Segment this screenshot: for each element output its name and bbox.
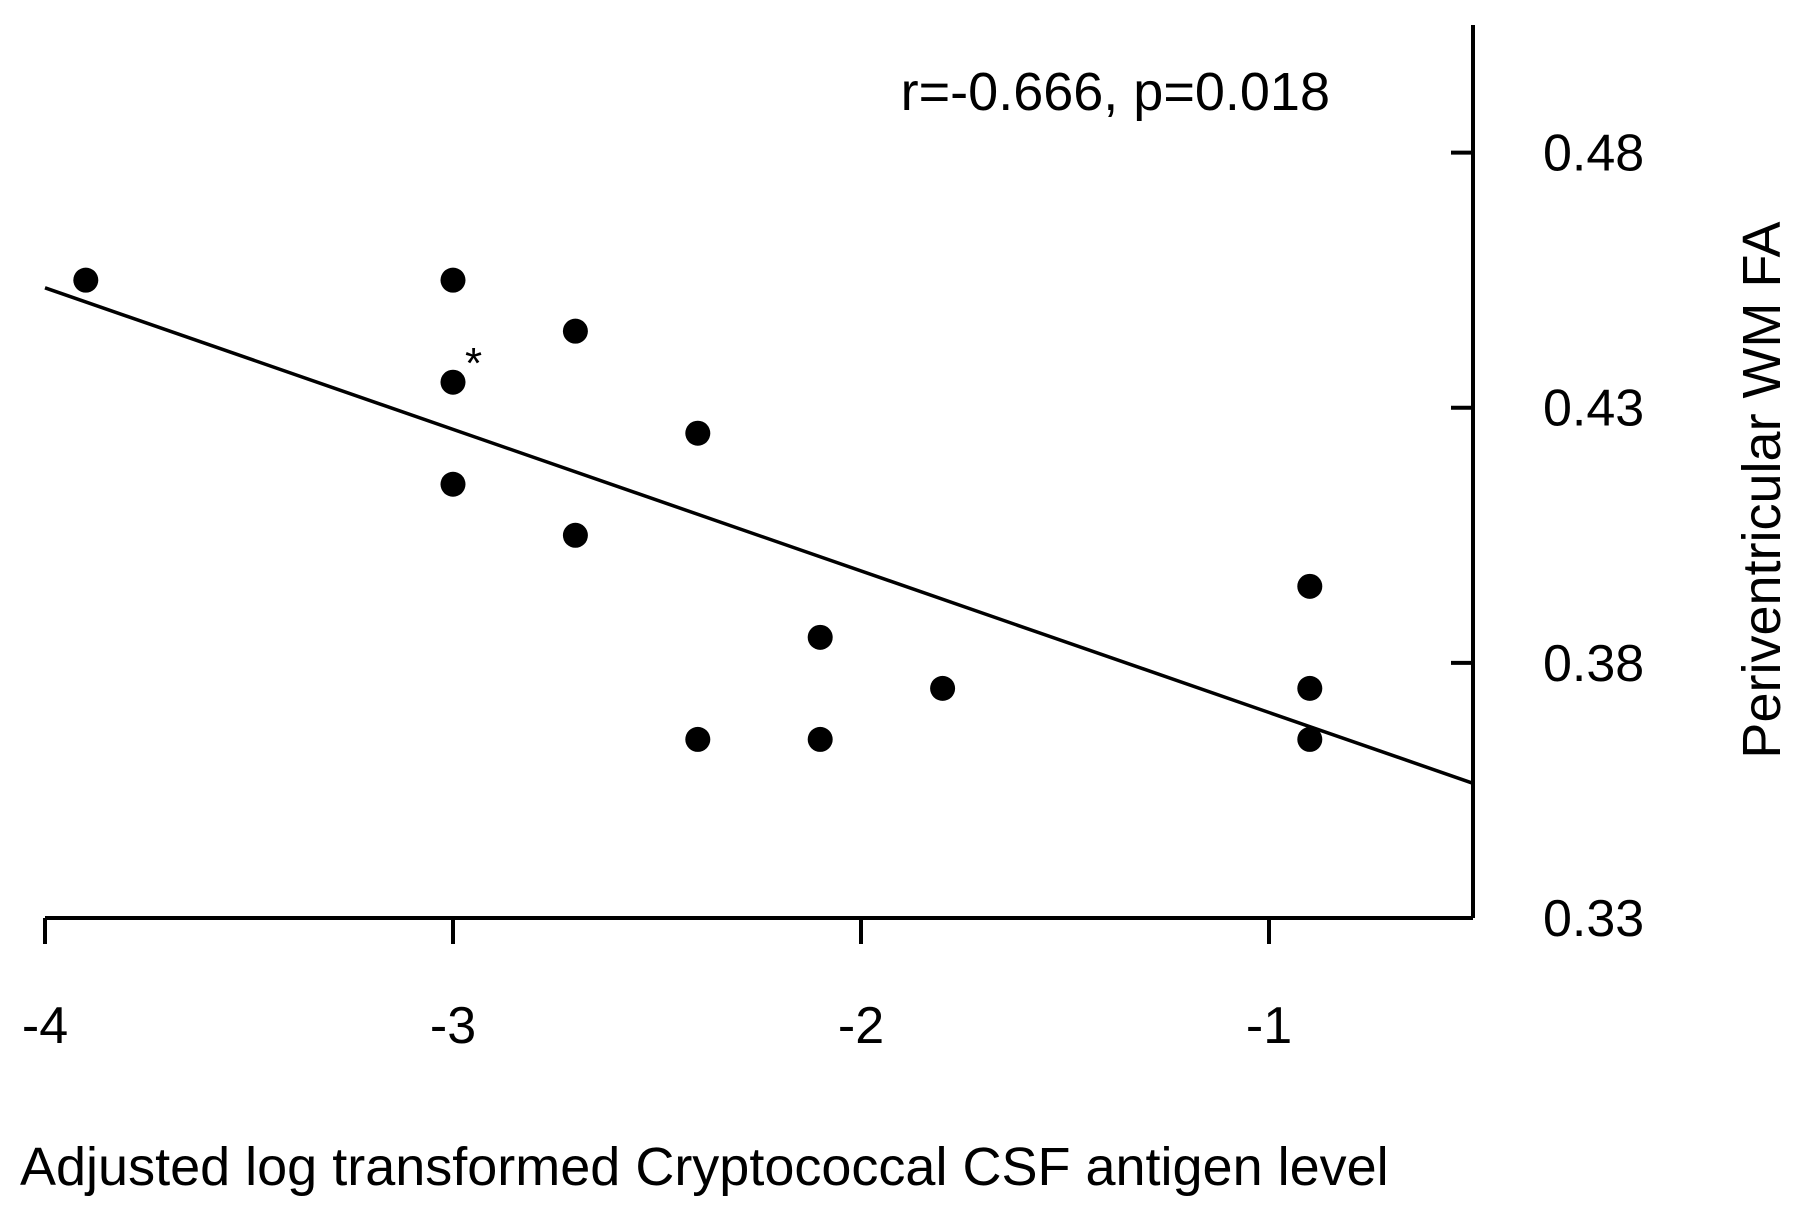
x-tick-label: -2	[838, 997, 884, 1055]
y-axis-title: Periventricular WM FA	[1732, 221, 1792, 758]
data-point	[807, 624, 833, 650]
axes-layer: -4 -3 -2 -1 0.33 0.38 0.43 0.48	[22, 25, 1644, 1055]
data-point	[562, 522, 588, 548]
data-point	[1297, 573, 1323, 599]
y-tick-label: 0.33	[1543, 890, 1644, 948]
data-point	[685, 726, 711, 752]
labels-layer: r=-0.666, p=0.018 Adjusted log transform…	[20, 62, 1792, 1197]
data-point	[440, 369, 466, 395]
data-point	[440, 267, 466, 293]
data-point	[562, 318, 588, 344]
x-axis-title: Adjusted log transformed Cryptococcal CS…	[20, 1137, 1389, 1197]
regression-layer	[44, 286, 1474, 785]
data-point	[440, 471, 466, 497]
correlation-annotation: r=-0.666, p=0.018	[901, 62, 1330, 122]
data-point	[685, 420, 711, 446]
data-point	[73, 267, 99, 293]
x-tick-label: -1	[1246, 997, 1292, 1055]
data-point	[1297, 675, 1323, 701]
x-tick-label: -4	[22, 997, 68, 1055]
regression-line	[44, 286, 1474, 785]
y-tick-label: 0.48	[1543, 125, 1644, 183]
data-point	[1297, 726, 1323, 752]
points-layer: *	[73, 267, 1323, 752]
y-tick-label: 0.43	[1543, 380, 1644, 438]
data-point-marker-label: *	[465, 339, 482, 388]
data-point	[807, 726, 833, 752]
x-tick-label: -3	[430, 997, 476, 1055]
y-tick-label: 0.38	[1543, 635, 1644, 693]
data-point	[930, 675, 956, 701]
